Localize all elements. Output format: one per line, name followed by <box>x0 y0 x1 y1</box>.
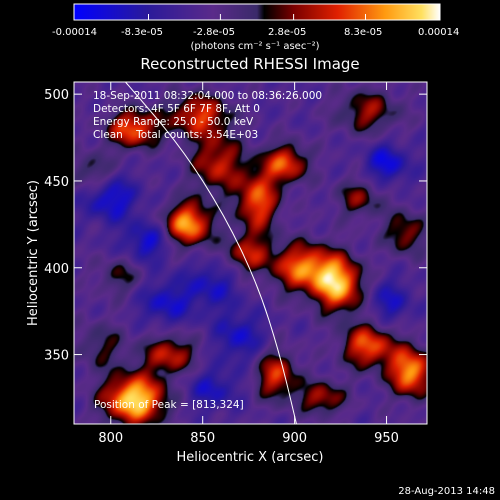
x-tick-label-3: 950 <box>374 431 399 446</box>
y-axis-label: Heliocentric Y (arcsec) <box>26 180 41 326</box>
colorbar-ticks <box>73 14 441 20</box>
x-tick-label-0: 800 <box>98 431 123 446</box>
footer-timestamp: 28-Aug-2013 14:48 <box>398 486 495 497</box>
heatmap-image <box>74 82 427 424</box>
annotation-energy-range: Energy Range: 25.0 - 50.0 keV <box>93 116 254 128</box>
colorbar-units: (photons cm⁻² s⁻¹ asec⁻²) <box>190 41 319 52</box>
annotation-clean-counts: Clean Total counts: 3.54E+03 <box>93 129 258 141</box>
annotation-time-range: 18-Sep-2011 08:32:04.000 to 08:36:26.000 <box>93 90 322 102</box>
y-tick-label-3: 500 <box>44 88 69 103</box>
chart-title: Reconstructed RHESSI Image <box>140 55 359 73</box>
colorbar-tick-label-3: 2.8e-05 <box>268 27 306 38</box>
colorbar-tick-label-0: -0.00014 <box>52 27 97 38</box>
annotation-detectors: Detectors: 4F 5F 6F 7F 8F, Att 0 <box>93 103 260 115</box>
solar-limb-curve <box>125 82 297 424</box>
x-tick-label-2: 900 <box>282 431 307 446</box>
x-tick-label-1: 850 <box>190 431 215 446</box>
peak-position-label: Position of Peak = [813,324] <box>94 399 244 411</box>
colorbar <box>73 3 441 21</box>
axis-ticks <box>74 82 427 424</box>
x-axis-label: Heliocentric X (arcsec) <box>177 450 324 465</box>
colorbar-tick-label-1: -8.3e-05 <box>121 27 163 38</box>
colorbar-tick-label-4: 8.3e-05 <box>344 27 382 38</box>
y-tick-label-0: 350 <box>44 349 69 364</box>
plot-frame <box>73 81 428 425</box>
colorbar-tick-label-2: -2.8e-05 <box>193 27 235 38</box>
y-tick-label-2: 450 <box>44 175 69 190</box>
y-tick-label-1: 400 <box>44 262 69 277</box>
colorbar-tick-label-5: 0.00014 <box>418 27 459 38</box>
